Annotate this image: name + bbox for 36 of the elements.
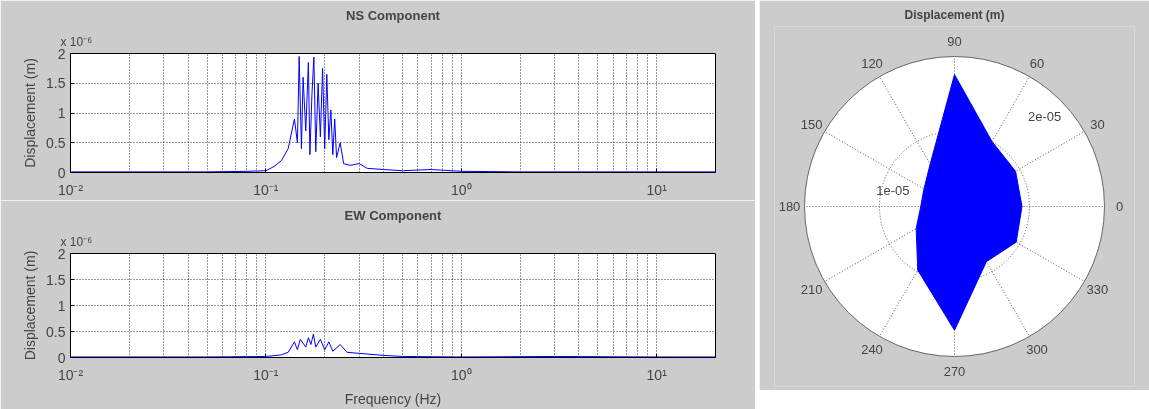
spoke-label: 210 [800, 281, 823, 297]
chart-title: EW Component [344, 207, 443, 223]
y-tick-label: 1 [57, 297, 66, 314]
spoke-label: 150 [800, 116, 823, 132]
y-tick-label: 0 [57, 164, 66, 181]
y-tick-label: 1e-05 [876, 182, 910, 198]
y-tick-label: 0.5 [46, 323, 66, 340]
spoke-label: 240 [861, 341, 883, 357]
x-tick-label: 10⁻¹ [253, 181, 279, 198]
y-tick-label: 1 [57, 105, 66, 121]
spoke-label: 300 [1026, 341, 1048, 357]
x-tick-label: 10¹ [646, 366, 668, 383]
spoke-label: 330 [1086, 281, 1109, 297]
y-axis-title: Displacement (m) [22, 58, 39, 168]
y-tick-label: 1.5 [46, 271, 66, 288]
y-tick-label: 0.5 [46, 134, 66, 151]
spoke-label: 270 [943, 364, 966, 379]
x-tick-label: 10⁰ [451, 366, 472, 383]
x-axis-title: Frequency (Hz) [344, 390, 442, 407]
x-tick-label: 10¹ [646, 181, 668, 198]
spoke-label: 30 [1090, 116, 1105, 132]
spoke-label: 0 [1115, 199, 1124, 214]
x-tick-label: 10⁰ [451, 181, 472, 198]
x-tick-label: 10⁻¹ [253, 366, 279, 383]
y-tick-label: 2e-05 [1028, 108, 1062, 124]
chart-title: Displacement (m) [904, 7, 1005, 22]
y-tick-label: 0 [57, 349, 66, 366]
y-tick-label: 1.5 [46, 75, 66, 92]
y-axis-title: Displacement (m) [22, 250, 39, 361]
spoke-label: 60 [1029, 56, 1045, 72]
spoke-label: 120 [861, 56, 883, 72]
x-tick-label: 10⁻² [57, 366, 84, 383]
chart-title: NS Component [346, 7, 441, 23]
x-tick-label: 10⁻² [57, 181, 84, 198]
spoke-label: 90 [947, 34, 962, 49]
spoke-label: 180 [778, 199, 801, 214]
